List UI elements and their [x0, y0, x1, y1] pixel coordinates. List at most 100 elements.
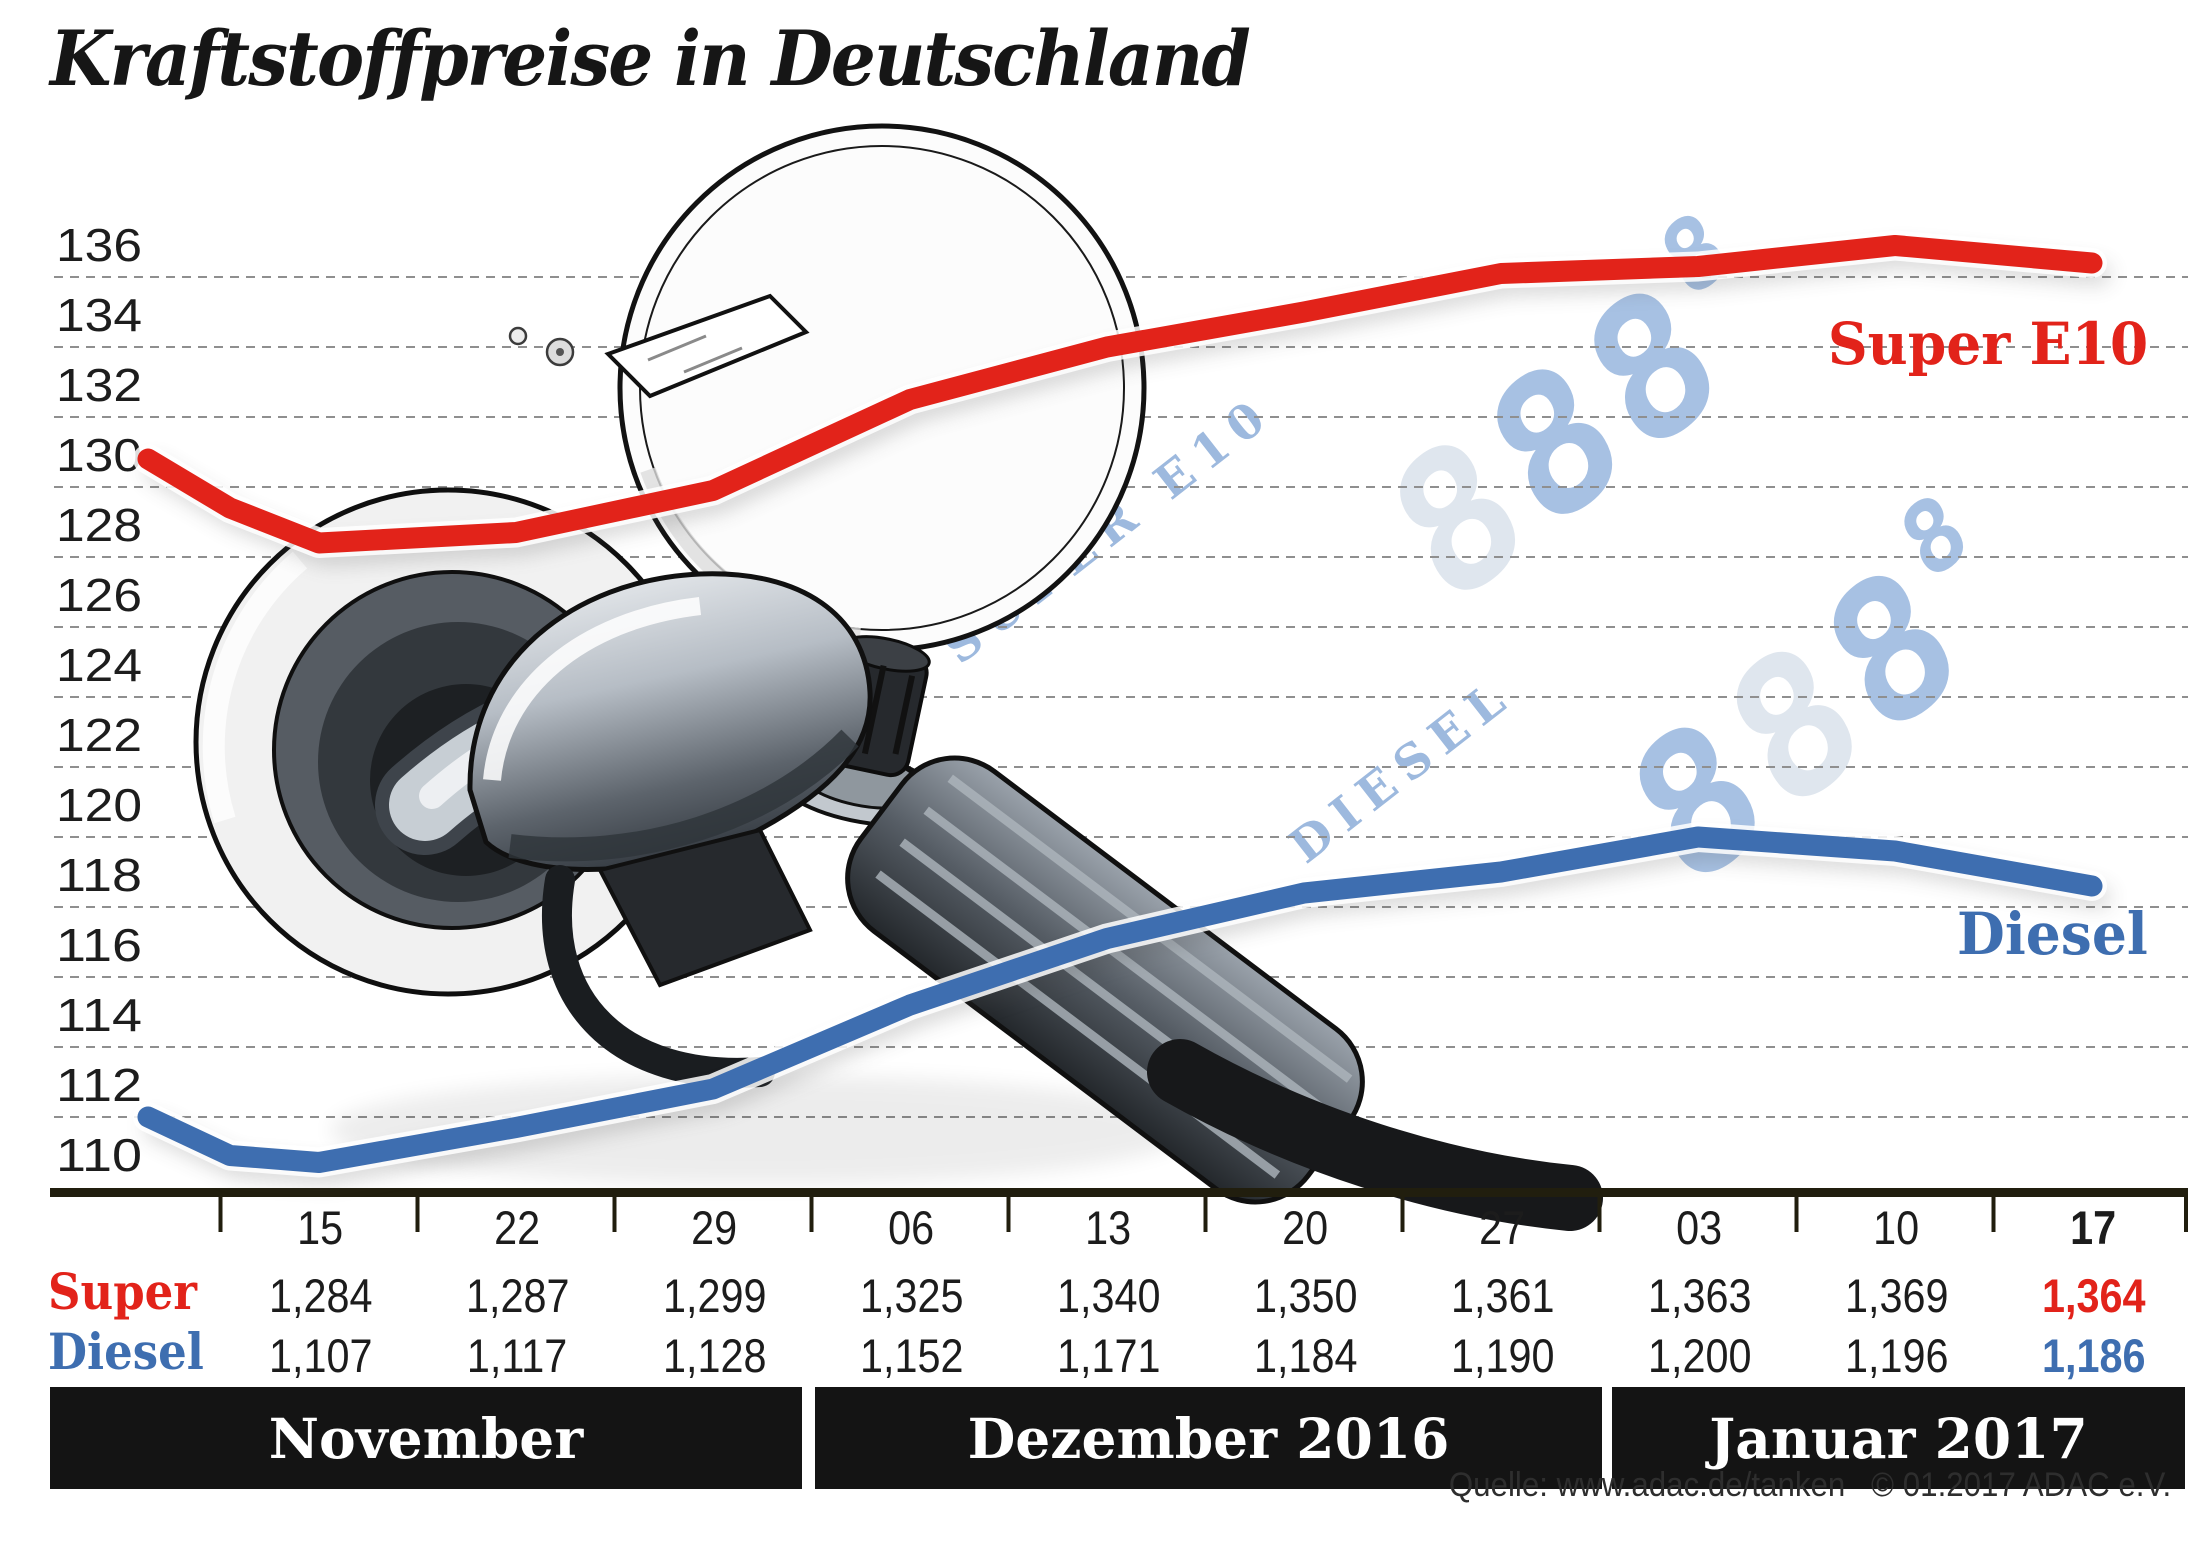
diesel-price-cell-value: 1,186 [2041, 1329, 2146, 1382]
date-tick-label-value: 17 [2070, 1201, 2117, 1254]
diesel-row-label: Diesel [48, 1322, 204, 1381]
date-tick-label-value: 20 [1282, 1201, 1329, 1254]
y-axis-label-124: 124 [56, 639, 142, 691]
x-axis-tick [415, 1188, 420, 1232]
nozzle-head-shade [508, 729, 859, 862]
super-e10-line-label: Super E10 [1827, 310, 2148, 378]
super-price-cell: 1,364 [1995, 1268, 2192, 1323]
x-axis-tick [1400, 1188, 1405, 1232]
y-axis-label-134: 134 [56, 289, 142, 341]
date-tick-row: 15 22 29 06 13 20 27 03 10 17 [222, 1200, 2192, 1255]
chart-title: Kraftstoffpreise in Deutschland [50, 14, 1251, 103]
super-price-cell-value: 1,287 [465, 1269, 570, 1322]
screw-dot-small [508, 326, 528, 346]
axis-layer [50, 1188, 2188, 1232]
diesel-price-cell: 1,152 [813, 1328, 1010, 1383]
diesel-values-row: 1,107 1,117 1,128 1,152 1,171 1,184 1,190 1,200… [222, 1328, 2192, 1383]
gridlines-layer: 136 134 132 130 128 126 124 122 120 118 116 114 112 1… [54, 219, 2188, 1181]
y-axis-label-110: 110 [56, 1129, 142, 1181]
super-price-cell: 1,363 [1601, 1268, 1798, 1323]
diesel-line [137, 826, 2103, 1173]
date-tick-label: 20 [1207, 1200, 1404, 1255]
super-price-cell-value: 1,325 [859, 1269, 964, 1322]
filler-bezel-highlight [202, 551, 308, 824]
date-tick-label: 17 [1995, 1200, 2192, 1255]
diesel-price-cell: 1,128 [616, 1328, 813, 1383]
super-price-cell-value: 1,364 [2041, 1269, 2146, 1322]
month-band-november-label: November [268, 1405, 584, 1471]
x-axis-tick [1597, 1188, 1602, 1232]
super-e10-line [137, 235, 2103, 554]
fuel-nozzle-illustration [193, 123, 1603, 1231]
trigger [597, 827, 813, 988]
date-tick-label: 15 [222, 1200, 419, 1255]
date-tick-label-value: 13 [1085, 1201, 1132, 1254]
y-axis-label-126: 126 [56, 569, 142, 621]
y-axis-label-128: 128 [56, 499, 142, 551]
super-price-cell-value: 1,284 [268, 1269, 373, 1322]
diesel-price-cell: 1,107 [222, 1328, 419, 1383]
super-price-cell-value: 1,369 [1844, 1269, 1949, 1322]
y-axis-label-122: 122 [56, 709, 142, 761]
illustration-shadow [330, 1075, 1190, 1185]
diesel-line-label: Diesel [1957, 900, 2148, 968]
date-tick-label-value: 10 [1873, 1201, 1920, 1254]
diesel-price-cell-value: 1,128 [662, 1329, 767, 1382]
diesel-price-cell-value: 1,117 [467, 1329, 568, 1382]
x-axis-tick [218, 1188, 223, 1232]
series-lines-layer [133, 230, 2110, 1185]
cap-tether-ribs [647, 334, 743, 374]
diesel-price-cell-value: 1,196 [1844, 1329, 1949, 1382]
source-line: Quelle: www.adac.de/tanken © 01.2017 ADAC… [1449, 1466, 2171, 1505]
x-axis-tick-end [2184, 1188, 2188, 1232]
date-tick-label: 03 [1601, 1200, 1798, 1255]
y-axis-label-116: 116 [56, 919, 142, 971]
y-axis-label-118: 118 [56, 849, 142, 901]
month-band-dezember: Dezember 2016 [815, 1387, 1602, 1489]
diesel-price-cell: 1,190 [1404, 1328, 1601, 1383]
x-axis-tick [1006, 1188, 1011, 1232]
super-price-cell-value: 1,299 [662, 1269, 767, 1322]
super-price-cell-value: 1,363 [1647, 1269, 1752, 1322]
y-axis-label-112: 112 [56, 1059, 142, 1111]
y-axis-label-130: 130 [56, 429, 142, 481]
trigger-guard [541, 865, 775, 1088]
super-values-row: 1,284 1,287 1,299 1,325 1,340 1,350 1,361 1,363… [222, 1268, 2192, 1323]
month-band-januar: Januar 2017 [1612, 1387, 2185, 1489]
diesel-price-cell-value: 1,190 [1450, 1329, 1555, 1382]
y-axis-label-120: 120 [56, 779, 142, 831]
month-band-dezember-label: Dezember 2016 [967, 1405, 1450, 1471]
super-price-cell: 1,350 [1207, 1268, 1404, 1323]
super-price-cell-value: 1,340 [1056, 1269, 1161, 1322]
x-axis-tick [1203, 1188, 1208, 1232]
date-tick-label: 13 [1010, 1200, 1207, 1255]
x-axis-tick [1794, 1188, 1799, 1232]
date-tick-label: 27 [1404, 1200, 1601, 1255]
date-tick-label-value: 29 [691, 1201, 738, 1254]
x-axis-tick [1991, 1188, 1996, 1232]
diesel-price-cell-value: 1,200 [1647, 1329, 1752, 1382]
super-price-cell: 1,361 [1404, 1268, 1601, 1323]
date-tick-label-value: 22 [494, 1201, 541, 1254]
diesel-price-cell: 1,186 [1995, 1328, 2192, 1383]
diesel-price-cell: 1,200 [1601, 1328, 1798, 1383]
diesel-price-cell-value: 1,171 [1056, 1329, 1161, 1382]
super-price-cell-value: 1,350 [1253, 1269, 1358, 1322]
date-tick-label: 22 [419, 1200, 616, 1255]
x-axis-tick [612, 1188, 617, 1232]
date-tick-label: 10 [1798, 1200, 1995, 1255]
date-tick-label: 29 [616, 1200, 813, 1255]
super-price-cell: 1,299 [616, 1268, 813, 1323]
date-tick-label: 06 [813, 1200, 1010, 1255]
month-band-januar-label: Januar 2017 [1709, 1405, 2088, 1471]
super-price-cell: 1,340 [1010, 1268, 1207, 1323]
diesel-price-cell-value: 1,184 [1253, 1329, 1358, 1382]
x-axis-line [50, 1188, 2188, 1197]
super-price-cell: 1,325 [813, 1268, 1010, 1323]
screw-dot-center [556, 348, 564, 356]
super-price-cell: 1,369 [1798, 1268, 1995, 1323]
cap-tether-tab [604, 293, 810, 399]
source-text: Quelle: www.adac.de/tanken [1448, 1466, 1846, 1504]
date-tick-label-value: 06 [888, 1201, 935, 1254]
